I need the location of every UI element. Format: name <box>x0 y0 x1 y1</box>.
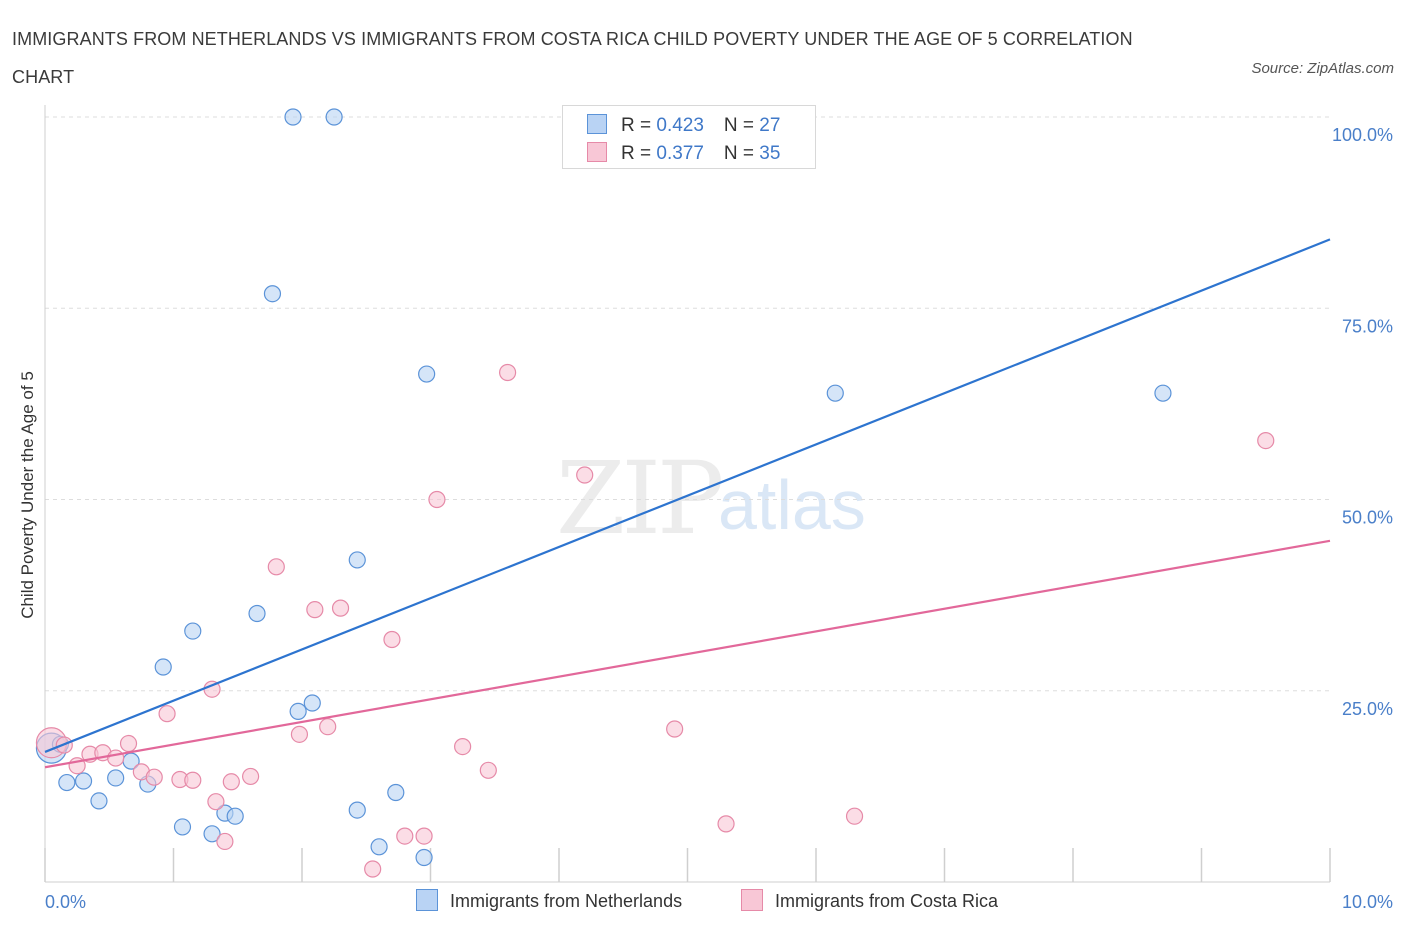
legend-row-costarica: R = 0.377 N = 35 <box>587 142 780 168</box>
point-netherlands <box>826 384 844 402</box>
point-costarica <box>331 599 350 617</box>
y-tick-label: 50.0% <box>1342 508 1393 528</box>
bottom-legend-label: Immigrants from Costa Rica <box>775 891 999 911</box>
chart-title: IMMIGRANTS FROM NETHERLANDS VS IMMIGRANT… <box>12 29 1133 87</box>
data-points <box>35 108 1275 878</box>
y-tick-label: 75.0% <box>1342 316 1393 336</box>
source-label: Source: ZipAtlas.com <box>1251 60 1394 77</box>
point-costarica <box>107 749 125 767</box>
point-costarica <box>222 773 240 791</box>
bottom-legend-costarica: Immigrants from Costa Rica <box>741 889 998 912</box>
legend: R = 0.423 N = 27 R = 0.377 N = 35 <box>562 105 816 169</box>
legend-swatch-netherlands <box>587 114 607 134</box>
point-costarica <box>306 601 324 619</box>
x-tick-label: 0.0% <box>45 892 86 912</box>
point-costarica <box>666 720 684 738</box>
trend-line-costarica <box>44 539 1331 769</box>
point-costarica <box>364 860 382 878</box>
tick-labels: 25.0% 50.0% 75.0% 100.0% 0.0% 10.0% <box>45 125 1393 912</box>
point-netherlands <box>387 783 405 802</box>
trend-line-netherlands <box>44 238 1331 753</box>
point-netherlands <box>415 848 433 867</box>
point-costarica <box>428 490 446 509</box>
point-costarica <box>415 827 433 845</box>
bottom-swatch-netherlands <box>416 889 438 911</box>
bottom-legend-label: Immigrants from Netherlands <box>450 891 683 911</box>
legend-n-label: N = <box>723 143 760 164</box>
point-netherlands <box>303 694 321 712</box>
point-netherlands <box>418 365 436 383</box>
legend-r-label: R = <box>621 143 657 164</box>
point-costarica <box>207 793 225 811</box>
point-costarica <box>396 827 414 845</box>
legend-row-netherlands: R = 0.423 N = 27 <box>587 114 780 140</box>
legend-r-value: 0.377 <box>656 143 704 164</box>
point-costarica <box>1257 431 1275 450</box>
point-costarica <box>499 363 517 382</box>
watermark-atlas: atlas <box>718 466 866 544</box>
point-costarica <box>267 558 285 576</box>
point-netherlands <box>325 108 343 126</box>
point-costarica <box>845 807 864 825</box>
point-costarica <box>145 768 163 786</box>
point-costarica <box>454 737 472 756</box>
point-costarica <box>383 630 401 649</box>
trend-lines <box>44 238 1331 769</box>
point-netherlands <box>348 551 366 569</box>
point-costarica <box>242 767 260 786</box>
point-netherlands <box>74 772 93 790</box>
legend-swatch-costarica <box>587 142 607 162</box>
axes <box>44 105 1331 883</box>
point-netherlands <box>248 604 266 623</box>
point-costarica <box>479 761 497 779</box>
bottom-legend-netherlands: Immigrants from Netherlands <box>416 889 682 912</box>
x-tick-label: 10.0% <box>1342 892 1393 912</box>
point-netherlands <box>370 838 388 856</box>
legend-n-label: N = <box>723 115 760 136</box>
point-netherlands <box>90 792 108 810</box>
point-netherlands <box>284 108 302 126</box>
point-netherlands <box>289 702 307 721</box>
legend-n-value: 35 <box>759 143 781 164</box>
grid-lines <box>45 116 1330 692</box>
point-costarica <box>184 771 202 789</box>
point-netherlands <box>263 285 282 303</box>
y-tick-label: 100.0% <box>1332 125 1393 145</box>
point-netherlands <box>107 769 125 787</box>
point-netherlands <box>348 801 366 819</box>
point-netherlands <box>1154 384 1172 402</box>
y-tick-label: 25.0% <box>1342 699 1393 719</box>
point-costarica <box>119 734 138 753</box>
point-costarica <box>576 466 594 484</box>
legend-r-value: 0.423 <box>656 115 704 136</box>
point-costarica <box>290 725 309 743</box>
point-costarica <box>216 832 234 851</box>
point-costarica <box>319 718 337 736</box>
bottom-swatch-costarica <box>741 889 763 911</box>
point-netherlands <box>226 807 244 825</box>
point-netherlands <box>173 818 192 836</box>
point-netherlands <box>58 773 76 792</box>
point-costarica <box>717 815 735 833</box>
point-netherlands <box>203 825 221 843</box>
point-netherlands <box>184 622 202 640</box>
point-netherlands <box>154 658 172 676</box>
legend-r-label: R = <box>621 115 657 136</box>
legend-n-value: 27 <box>759 115 781 136</box>
point-costarica <box>158 705 176 723</box>
